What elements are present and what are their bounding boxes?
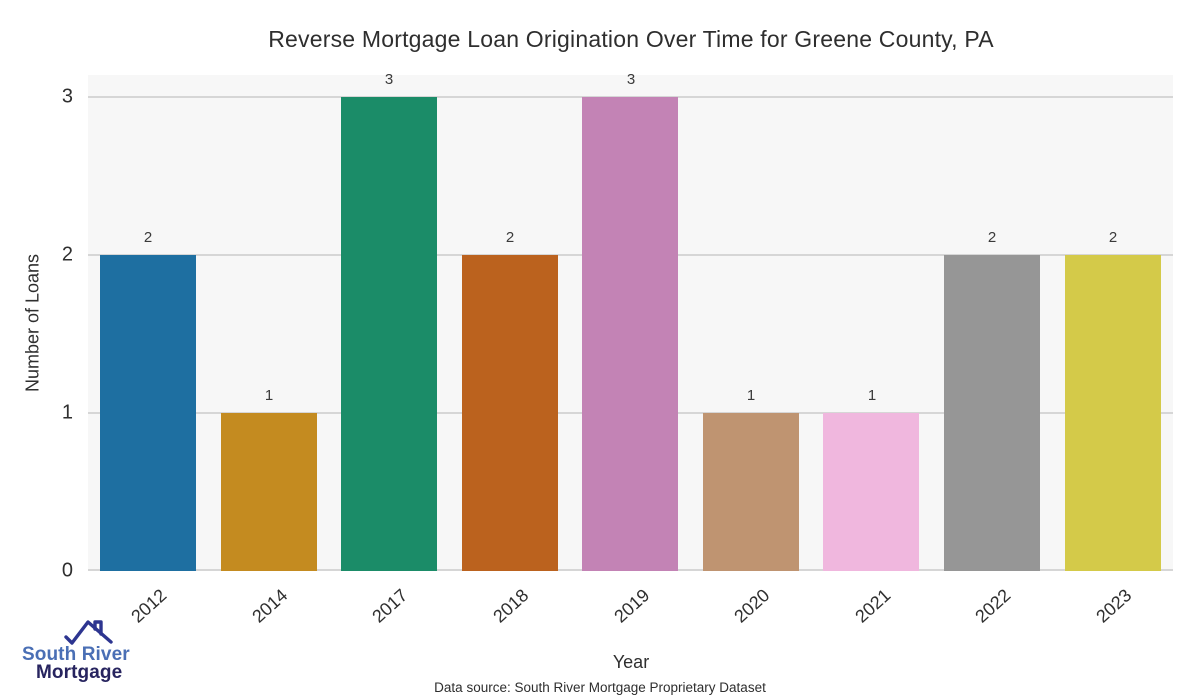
bar-value-label: 1 bbox=[746, 387, 756, 404]
x-tick-label-2014: 2014 bbox=[248, 585, 292, 627]
bar-value-label: 2 bbox=[505, 229, 515, 246]
bar-2022 bbox=[944, 255, 1040, 571]
bar-value-label: 2 bbox=[143, 229, 153, 246]
x-tick-label-2020: 2020 bbox=[730, 585, 774, 627]
y-tick-label: 2 bbox=[61, 243, 73, 266]
y-tick-label: 1 bbox=[61, 401, 73, 424]
bar-value-label: 1 bbox=[264, 387, 274, 404]
x-tick-label-2022: 2022 bbox=[971, 585, 1015, 627]
x-axis-label: Year bbox=[612, 652, 650, 672]
y-tick-label: 0 bbox=[61, 559, 73, 582]
x-tick-label-2023: 2023 bbox=[1092, 585, 1136, 627]
plot-area: 2 1 3 2 3 1 1 2 2 bbox=[88, 71, 1173, 571]
y-tick-label: 3 bbox=[61, 85, 73, 108]
bar-value-label: 2 bbox=[987, 229, 997, 246]
south-river-mortgage-logo: South River Mortgage bbox=[18, 614, 168, 686]
bar-2014 bbox=[221, 413, 317, 571]
data-source-text: Data source: South River Mortgage Propri… bbox=[434, 680, 766, 695]
bar-2012 bbox=[100, 255, 196, 571]
x-tick-label-2018: 2018 bbox=[489, 585, 533, 627]
house-roof-icon bbox=[64, 620, 113, 645]
x-tick-label-2019: 2019 bbox=[610, 585, 654, 627]
chart-title: Reverse Mortgage Loan Origination Over T… bbox=[268, 26, 994, 52]
bar-value-label: 2 bbox=[1108, 229, 1118, 246]
bar-2018 bbox=[462, 255, 558, 571]
bar-2020 bbox=[703, 413, 799, 571]
x-tick-label-2021: 2021 bbox=[851, 585, 895, 627]
bar-value-label: 3 bbox=[626, 71, 636, 88]
bar-2021 bbox=[823, 413, 919, 571]
y-axis-label: Number of Loans bbox=[22, 253, 43, 393]
bar-2017 bbox=[341, 97, 437, 571]
bar-2023 bbox=[1065, 255, 1161, 571]
logo-text-line2: Mortgage bbox=[36, 662, 123, 683]
bar-value-label: 3 bbox=[384, 71, 394, 88]
logo-text-line1: South River bbox=[22, 644, 130, 665]
bar-2019 bbox=[582, 97, 678, 571]
x-tick-label-2017: 2017 bbox=[368, 585, 412, 627]
bar-value-label: 1 bbox=[867, 387, 877, 404]
